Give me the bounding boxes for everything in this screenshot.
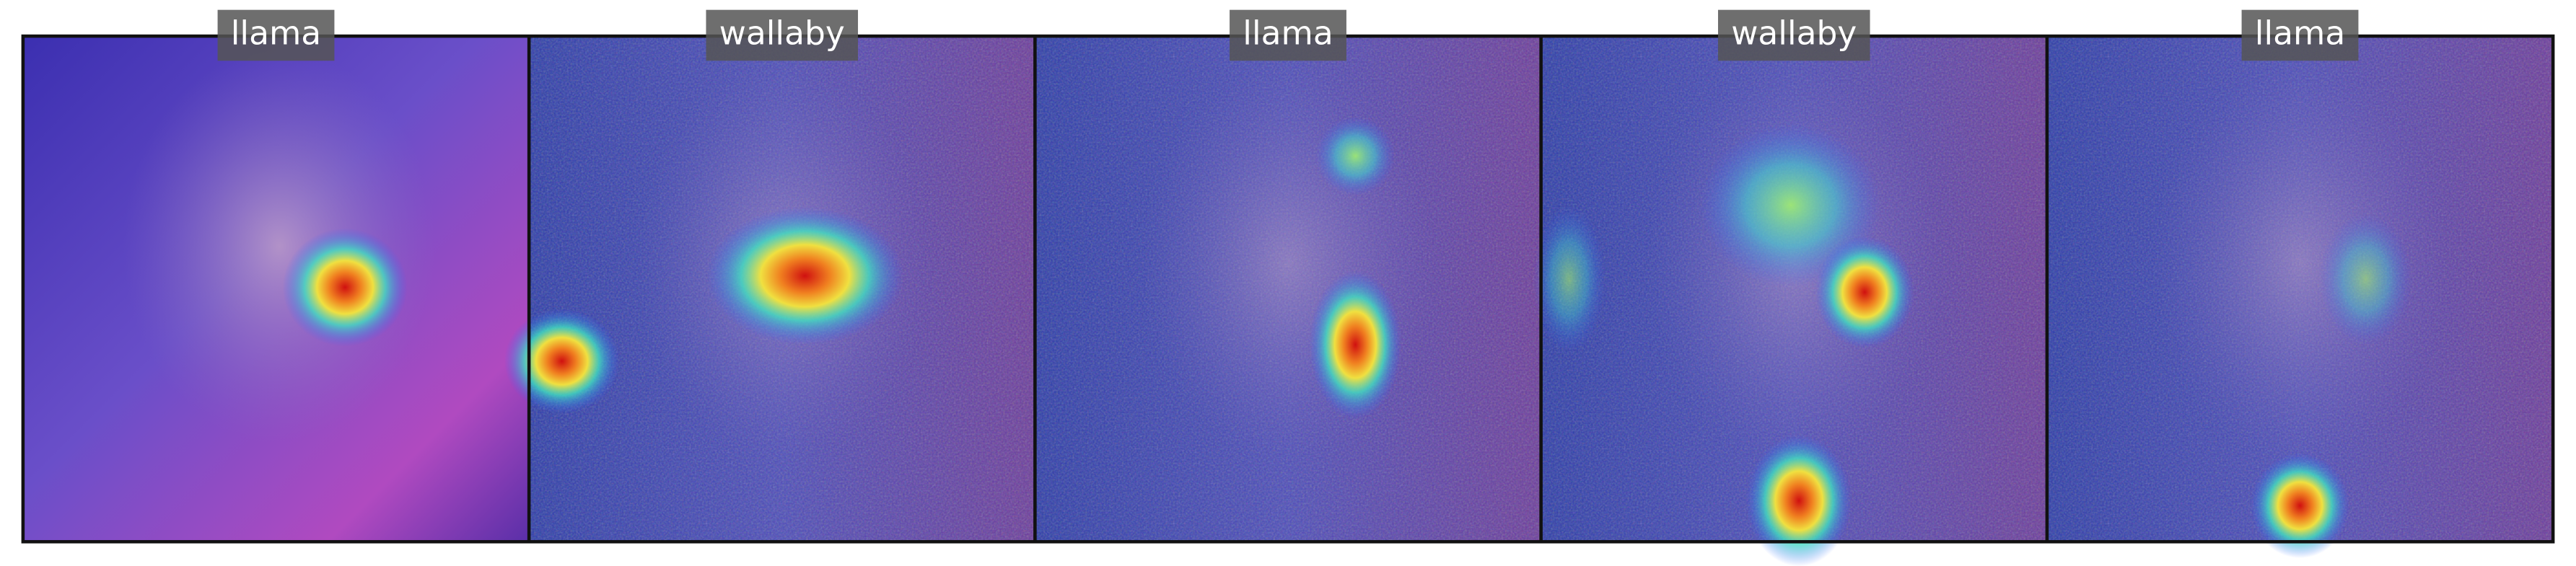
label-box [706,9,859,61]
panel-label: llama [1243,14,1333,52]
panel [1533,36,2047,566]
panel [1035,36,1541,542]
label-box [217,9,335,61]
panel [2046,36,2554,559]
panel [22,36,530,542]
panel-label: wallaby [719,14,845,52]
label-box [1717,9,1870,61]
panels: llama wallaby llama wallaby llama [21,9,2555,566]
label-box [2241,9,2359,61]
panel [504,36,1035,542]
label-box [1230,9,1346,61]
panel-label: llama [231,14,321,52]
panel-label: llama [2255,14,2345,52]
panel-label: wallaby [1731,14,1857,52]
